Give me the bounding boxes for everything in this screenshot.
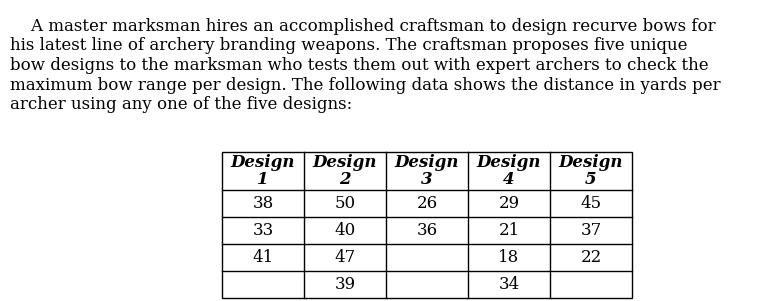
Text: maximum bow range per design. The following data shows the distance in yards per: maximum bow range per design. The follow…	[10, 76, 720, 94]
Text: 5: 5	[585, 171, 597, 188]
Text: 3: 3	[422, 171, 433, 188]
Text: 38: 38	[252, 195, 273, 212]
Text: archer using any one of the five designs:: archer using any one of the five designs…	[10, 96, 352, 113]
Text: 18: 18	[499, 249, 520, 266]
Text: 2: 2	[339, 171, 350, 188]
Bar	[222, 152, 632, 298]
Text: 47: 47	[334, 249, 356, 266]
Text: A master marksman hires an accomplished craftsman to design recurve bows for: A master marksman hires an accomplished …	[10, 18, 716, 35]
Text: 50: 50	[334, 195, 356, 212]
Text: 36: 36	[416, 222, 438, 239]
Text: Design: Design	[231, 154, 295, 171]
Text: 37: 37	[581, 222, 601, 239]
Text: 33: 33	[252, 222, 273, 239]
Text: 26: 26	[416, 195, 438, 212]
Text: 39: 39	[334, 276, 356, 293]
Text: Design: Design	[394, 154, 459, 171]
Text: 41: 41	[252, 249, 273, 266]
Text: his latest line of archery branding weapons. The craftsman proposes five unique: his latest line of archery branding weap…	[10, 38, 688, 54]
Text: 22: 22	[581, 249, 601, 266]
Text: 34: 34	[499, 276, 520, 293]
Text: bow designs to the marksman who tests them out with expert archers to check the: bow designs to the marksman who tests th…	[10, 57, 709, 74]
Text: 4: 4	[503, 171, 515, 188]
Text: 45: 45	[581, 195, 601, 212]
Text: 29: 29	[499, 195, 520, 212]
Text: Design: Design	[313, 154, 378, 171]
Text: Design: Design	[559, 154, 623, 171]
Text: 1: 1	[257, 171, 269, 188]
Text: Design: Design	[477, 154, 541, 171]
Text: 40: 40	[334, 222, 356, 239]
Text: 21: 21	[499, 222, 520, 239]
